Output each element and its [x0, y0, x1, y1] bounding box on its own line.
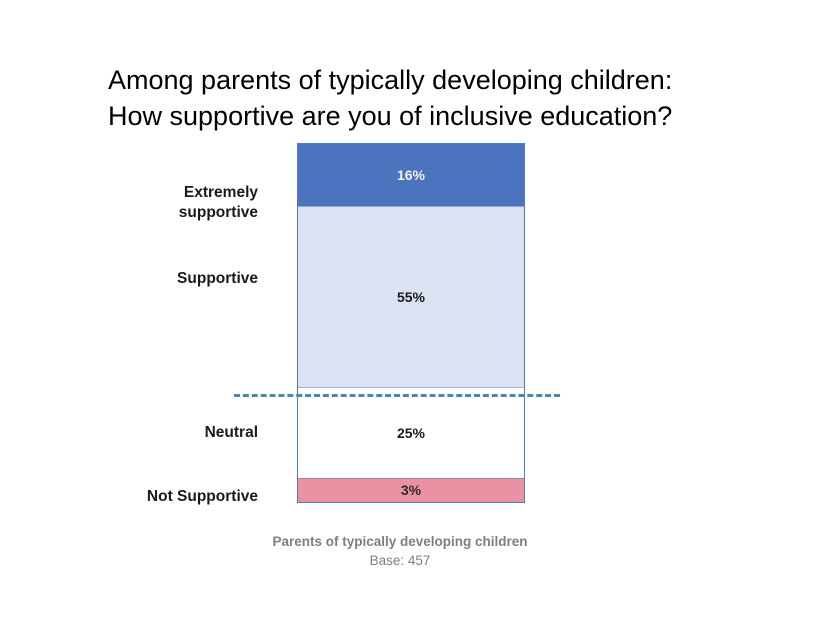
bar-segment-neutral: 25%	[298, 387, 524, 478]
bar-segment-supportive: 55%	[298, 206, 524, 388]
segment-value-label: 3%	[400, 482, 422, 499]
segment-value-label: 16%	[396, 167, 426, 184]
category-label-supportive: Supportive	[177, 270, 258, 287]
footer-base-label: Base: 457	[369, 553, 431, 568]
bar-segment-not-supportive: 3%	[298, 477, 524, 502]
bar-segment-extremely-supportive: 16%	[298, 144, 524, 207]
chart-title: Among parents of typically developing ch…	[108, 65, 673, 131]
footer-population-label: Parents of typically developing children	[272, 534, 528, 549]
supportive-neutral-dashed-divider	[234, 394, 560, 397]
chart-footer: Parents of typically developing children…	[145, 533, 655, 569]
category-label-extremely-supportive: Extremely supportive	[178, 184, 258, 221]
segment-value-label: 55%	[396, 289, 426, 306]
segment-value-label: 25%	[396, 425, 426, 442]
stacked-bar-column: 16% 55% 25% 3%	[297, 143, 525, 503]
category-label-not-supportive: Not Supportive	[146, 488, 258, 505]
category-label-neutral: Neutral	[204, 424, 258, 441]
